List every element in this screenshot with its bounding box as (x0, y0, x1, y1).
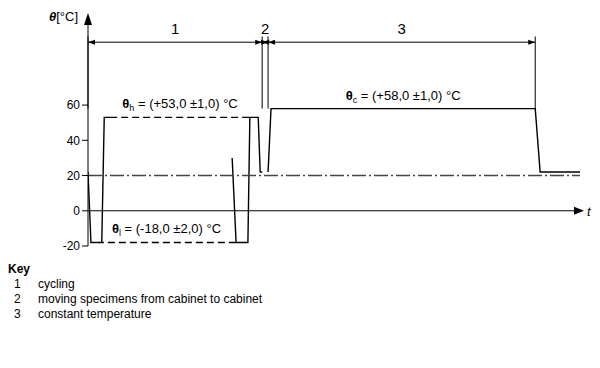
html-text:constant temperature: constant temperature (38, 307, 152, 321)
html-text:3: 3 (14, 307, 21, 321)
svg-text:2: 2 (261, 20, 269, 37)
html-text:moving specimens from cabinet: moving specimens from cabinet to cabinet (38, 292, 263, 306)
svg-text:40: 40 (67, 134, 81, 148)
svg-text:3: 3 (397, 20, 405, 37)
html-text:Key: Key (8, 262, 30, 276)
svg-text:20: 20 (67, 169, 81, 183)
svg-text:1: 1 (171, 20, 179, 37)
svg-text:60: 60 (67, 98, 81, 112)
svg-text:0: 0 (73, 204, 80, 218)
svg-text:θ[°C]: θ[°C] (49, 9, 78, 24)
svg-text:-20: -20 (63, 239, 81, 253)
svg-text:θl = (-18,0 ±2,0) °C: θl = (-18,0 ±2,0) °C (112, 221, 221, 238)
svg-text:θh = (+53,0 ±1,0) °C: θh = (+53,0 ±1,0) °C (122, 96, 237, 113)
svg-text:θc = (+58,0 ±1,0) °C: θc = (+58,0 ±1,0) °C (346, 88, 461, 105)
html-text:cycling: cycling (38, 277, 75, 291)
svg-text:t: t (587, 204, 592, 219)
html-text:1: 1 (14, 277, 21, 291)
html-text:2: 2 (14, 292, 21, 306)
